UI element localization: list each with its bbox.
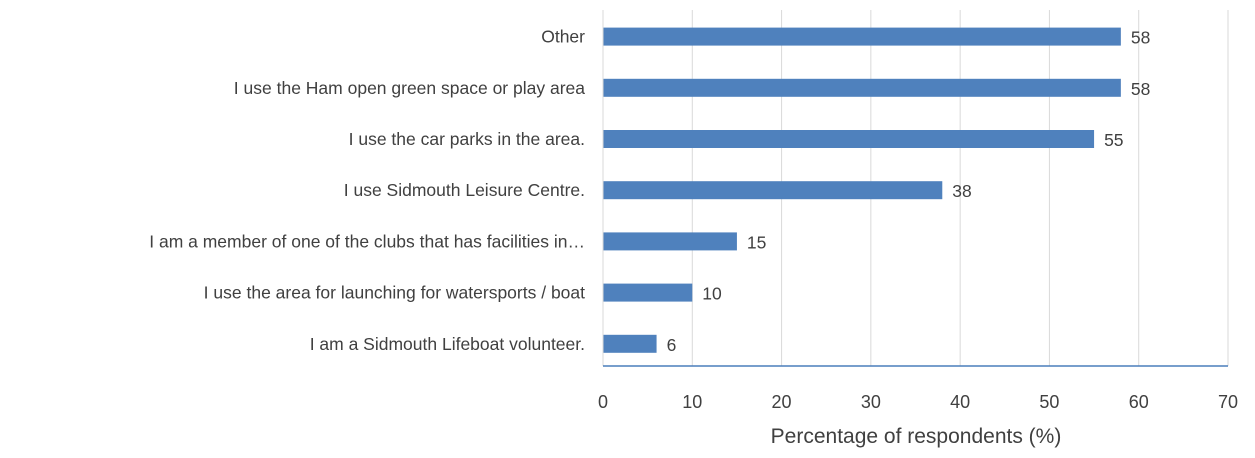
category-label: I am a Sidmouth Lifeboat volunteer. [310,334,585,354]
data-label: 38 [952,181,971,201]
bar [603,181,943,200]
bar [603,334,657,353]
category-label: I use Sidmouth Leisure Centre. [344,180,585,200]
category-label: I use the area for launching for watersp… [204,283,585,303]
category-label: I am a member of one of the clubs that h… [149,231,585,251]
x-tick-label: 20 [772,392,792,412]
x-tick-label: 50 [1039,392,1059,412]
data-label: 55 [1104,130,1123,150]
data-label: 15 [747,232,766,252]
data-label: 58 [1131,79,1150,99]
bars [603,27,1121,353]
x-tick-label: 0 [598,392,608,412]
x-tick-label: 60 [1129,392,1149,412]
x-axis-title: Percentage of respondents (%) [771,425,1062,448]
category-label: I use the car parks in the area. [349,129,585,149]
data-labels: 58 58 55 38 15 10 6 [667,28,1151,355]
category-label: I use the Ham open green space or play a… [234,78,585,98]
x-tick-label: 10 [682,392,702,412]
x-tick-labels: 0 10 20 30 40 50 60 70 [598,392,1238,412]
x-tick-label: 70 [1218,392,1238,412]
bar [603,27,1121,46]
data-label: 58 [1131,28,1150,48]
data-label: 6 [667,335,677,355]
bar [603,78,1121,97]
data-label: 10 [702,284,722,304]
bar [603,283,693,302]
x-axis [602,10,1228,367]
category-label: Other [541,27,585,47]
x-tick-label: 30 [861,392,881,412]
bar [603,130,1095,148]
x-tick-label: 40 [950,392,970,412]
bar [603,232,737,251]
category-labels: Other I use the Ham open green space or p… [149,27,585,354]
